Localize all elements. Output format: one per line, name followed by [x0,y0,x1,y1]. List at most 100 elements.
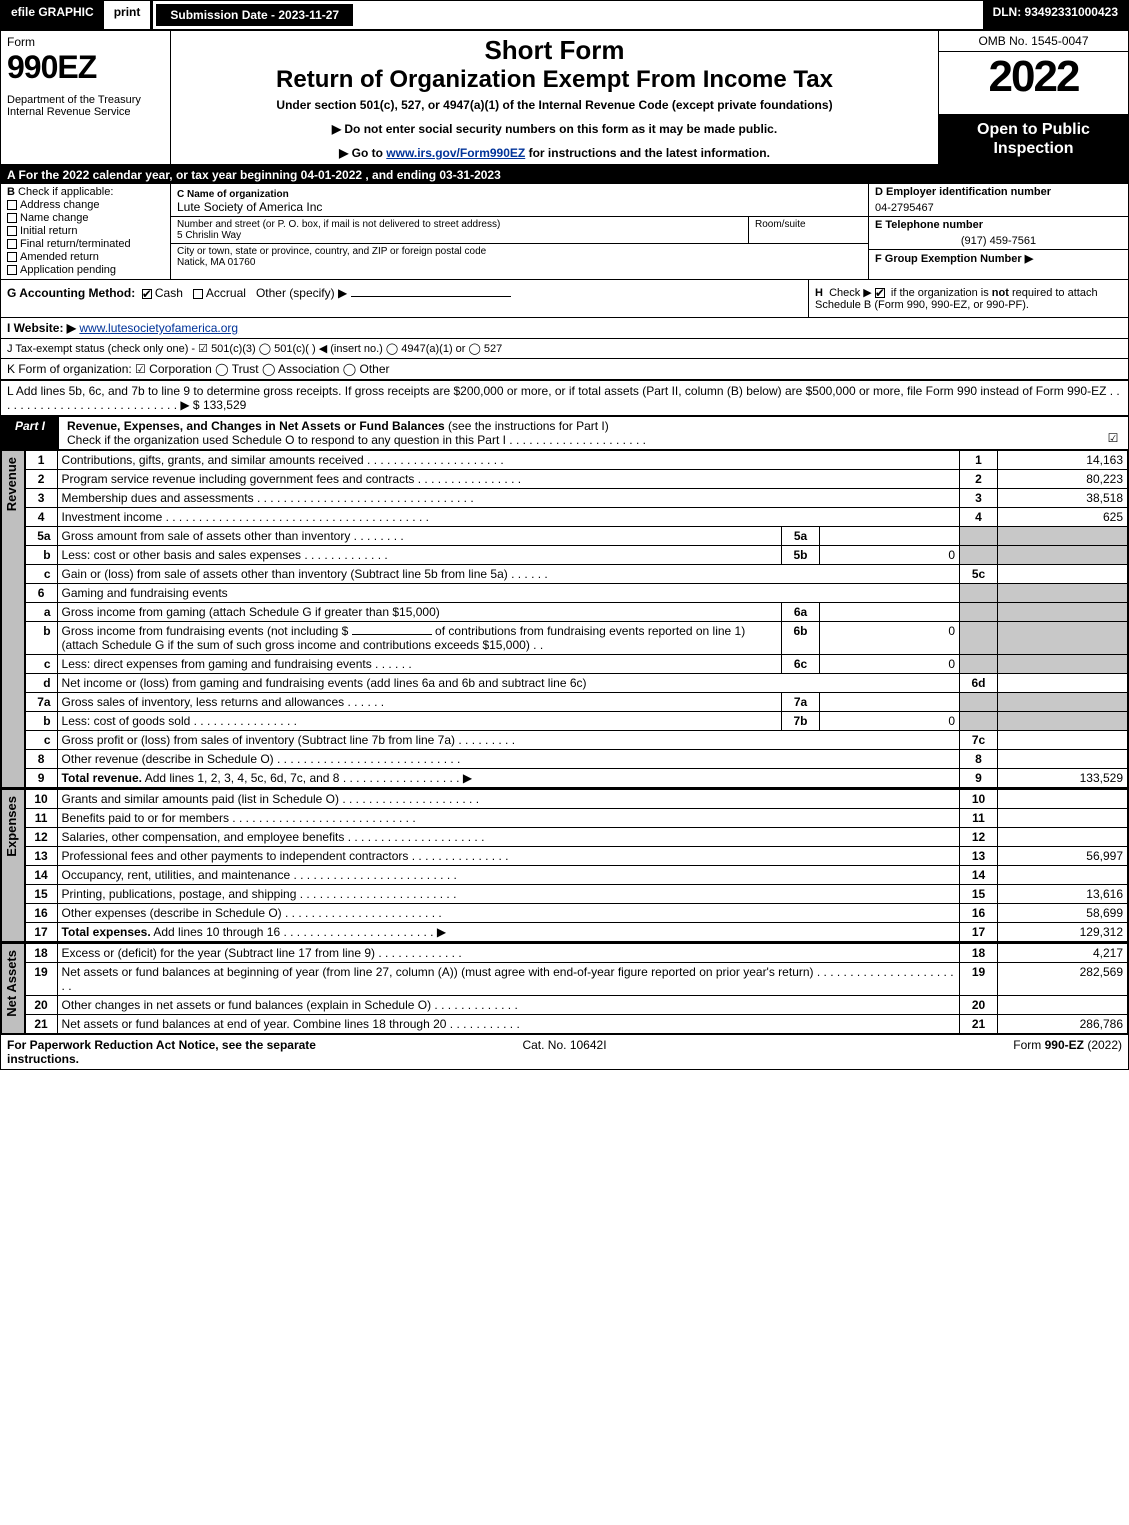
h-text: H Check ▶ if the organization is not req… [815,287,1098,311]
f-group-label: F Group Exemption Number ▶ [869,249,1128,267]
column-c: C Name of organization Lute Society of A… [171,184,868,279]
cb-address-change[interactable]: Address change [7,199,164,211]
part-i-sub: Check if the organization used Schedule … [67,433,1090,447]
title-sub: Under section 501(c), 527, or 4947(a)(1)… [179,98,930,112]
line-9: 9Total revenue. Add lines 1, 2, 3, 4, 5c… [25,769,1127,788]
column-def: D Employer identification number 04-2795… [868,184,1128,279]
line-3: 3Membership dues and assessments . . . .… [25,489,1127,508]
g-accounting: G Accounting Method: Cash Accrual Other … [1,280,808,317]
note-goto-post: for instructions and the latest informat… [525,146,770,160]
submission-date: Submission Date - 2023-11-27 [155,3,354,27]
revenue-section: Revenue 1Contributions, gifts, grants, a… [1,450,1128,789]
line-19: 19Net assets or fund balances at beginni… [25,963,1127,996]
line-6: 6Gaming and fundraising events [25,584,1127,603]
note-ssn: ▶ Do not enter social security numbers o… [179,122,930,136]
form-header: Form 990EZ Department of the Treasury In… [1,31,1128,166]
form-page: efile GRAPHIC print Submission Date - 20… [0,0,1129,1070]
city-row: City or town, state or province, country… [171,244,868,270]
title-return: Return of Organization Exempt From Incom… [179,66,930,94]
footer-left: For Paperwork Reduction Act Notice, see … [7,1038,379,1066]
line-1: 1Contributions, gifts, grants, and simil… [25,451,1127,470]
line-6b: bGross income from fundraising events (n… [25,622,1127,655]
omb-number: OMB No. 1545-0047 [939,31,1128,52]
part-i-check[interactable]: ☑ [1098,417,1128,449]
street-value: 5 Chrislin Way [177,230,241,241]
c-letter: C [177,189,184,200]
cb-name-change[interactable]: Name change [7,212,164,224]
form-number: 990EZ [7,49,164,86]
revenue-vlabel: Revenue [1,450,25,788]
g-other-line [351,296,511,297]
line-10: 10Grants and similar amounts paid (list … [25,790,1127,809]
line-12: 12Salaries, other compensation, and empl… [25,828,1127,847]
cb-amended[interactable]: Amended return [7,251,164,263]
revenue-table: 1Contributions, gifts, grants, and simil… [25,450,1128,788]
line-17: 17Total expenses. Add lines 10 through 1… [25,923,1127,942]
b-letter: B [7,186,15,198]
line-20: 20Other changes in net assets or fund ba… [25,996,1127,1015]
netassets-vlabel: Net Assets [1,943,25,1034]
e-phone-value: (917) 459-7561 [869,233,1128,249]
room-cell: Room/suite [748,217,868,243]
line-5b: bLess: cost or other basis and sales exp… [25,546,1127,565]
c-name-label: Name of organization [187,189,289,200]
header-left: Form 990EZ Department of the Treasury In… [1,31,171,164]
line-21: 21Net assets or fund balances at end of … [25,1015,1127,1034]
org-name: Lute Society of America Inc [177,200,322,214]
cb-application-pending[interactable]: Application pending [7,264,164,276]
row-a-period: A For the 2022 calendar year, or tax yea… [1,166,1128,184]
line-6a: aGross income from gaming (attach Schedu… [25,603,1127,622]
g-other: Other (specify) ▶ [256,286,347,300]
line-2: 2Program service revenue including gover… [25,470,1127,489]
line-14: 14Occupancy, rent, utilities, and mainte… [25,866,1127,885]
note-link: ▶ Go to www.irs.gov/Form990EZ for instru… [179,146,930,160]
form-word: Form [7,35,164,49]
org-name-row: C Name of organization Lute Society of A… [171,184,868,217]
print-button[interactable]: print [104,1,154,29]
line-13: 13Professional fees and other payments t… [25,847,1127,866]
cb-initial-return[interactable]: Initial return [7,225,164,237]
line-16: 16Other expenses (describe in Schedule O… [25,904,1127,923]
line-4: 4Investment income . . . . . . . . . . .… [25,508,1127,527]
row-gh: G Accounting Method: Cash Accrual Other … [1,280,1128,318]
part-i-bar: Part I Revenue, Expenses, and Changes in… [1,417,1128,450]
line-5c: cGain or (loss) from sale of assets othe… [25,565,1127,584]
line-7a: 7aGross sales of inventory, less returns… [25,693,1127,712]
h-check: H Check ▶ if the organization is not req… [808,280,1128,317]
line-7b: bLess: cost of goods sold . . . . . . . … [25,712,1127,731]
line-8: 8Other revenue (describe in Schedule O) … [25,750,1127,769]
g-label: G Accounting Method: [7,286,135,300]
cb-cash[interactable] [142,289,152,299]
city-value: Natick, MA 01760 [177,257,255,268]
city-label: City or town, state or province, country… [177,246,486,257]
page-footer: For Paperwork Reduction Act Notice, see … [1,1035,1128,1069]
street-cell: Number and street (or P. O. box, if mail… [171,217,748,243]
cb-h[interactable] [875,288,885,298]
street-label: Number and street (or P. O. box, if mail… [177,219,500,230]
department: Department of the Treasury Internal Reve… [7,94,164,118]
footer-right: Form 990-EZ (2022) [750,1038,1122,1066]
irs-link[interactable]: www.irs.gov/Form990EZ [386,146,525,160]
cb-accrual[interactable] [193,289,203,299]
netassets-table: 18Excess or (deficit) for the year (Subt… [25,943,1128,1034]
line-6c: cLess: direct expenses from gaming and f… [25,655,1127,674]
row-i-website: I Website: ▶ www.lutesocietyofamerica.or… [1,318,1128,339]
line-7c: cGross profit or (loss) from sales of in… [25,731,1127,750]
b-check-label: Check if applicable: [18,186,113,198]
i-label: I Website: ▶ [7,321,76,335]
footer-mid: Cat. No. 10642I [379,1038,751,1066]
header-mid: Short Form Return of Organization Exempt… [171,31,938,164]
open-public: Open to Public Inspection [939,114,1128,164]
website-link[interactable]: www.lutesocietyofamerica.org [79,321,238,335]
expenses-section: Expenses 10Grants and similar amounts pa… [1,789,1128,943]
efile-label: efile GRAPHIC [1,1,104,29]
l-value: 133,529 [203,398,246,412]
l-text: L Add lines 5b, 6c, and 7b to line 9 to … [7,384,1120,412]
row-k-org: K Form of organization: ☑ Corporation ◯ … [1,359,1128,381]
line-11: 11Benefits paid to or for members . . . … [25,809,1127,828]
cb-final-return[interactable]: Final return/terminated [7,238,164,250]
line-18: 18Excess or (deficit) for the year (Subt… [25,944,1127,963]
d-ein-label: D Employer identification number [869,184,1128,200]
e-phone-label: E Telephone number [869,216,1128,233]
part-i-title: Revenue, Expenses, and Changes in Net As… [59,417,1098,449]
